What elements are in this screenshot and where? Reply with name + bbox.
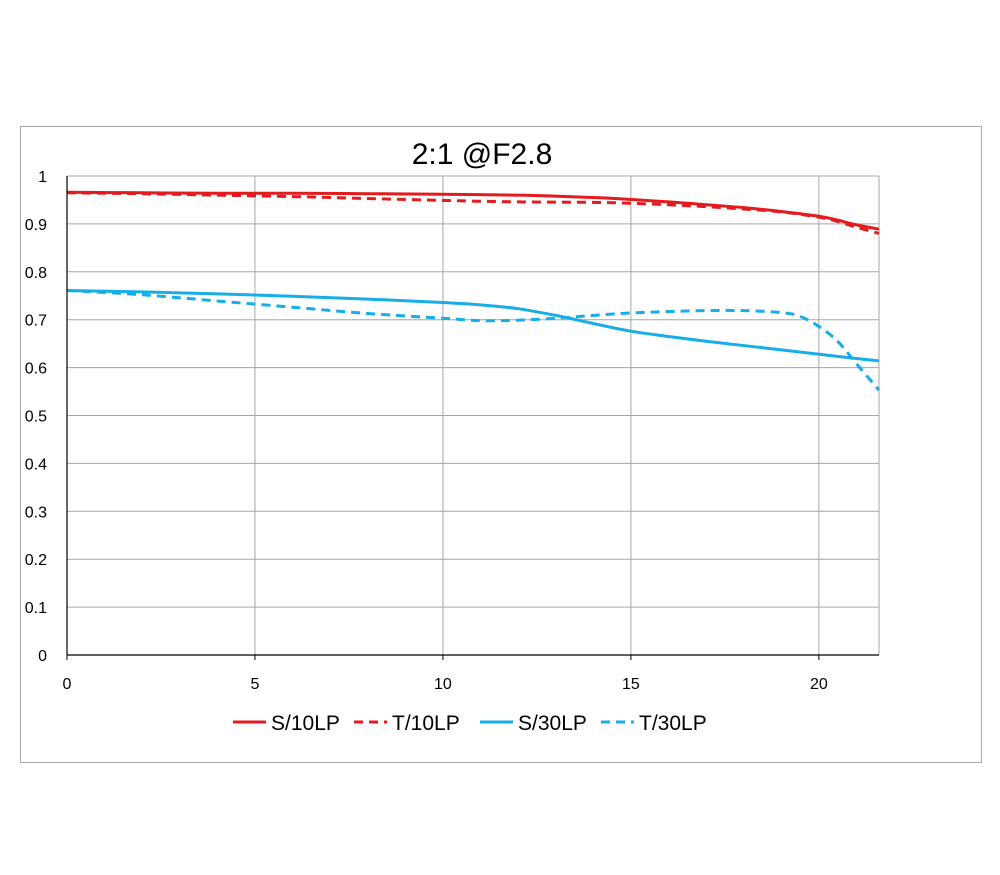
- x-tick-label: 15: [622, 676, 640, 693]
- chart-frame: [20, 126, 982, 763]
- y-tick-label: 0.7: [25, 313, 47, 330]
- chart-title: 2:1 @F2.8: [412, 138, 553, 171]
- axes: 00.10.20.30.40.50.60.70.80.910 5 10 15 20: [25, 169, 879, 693]
- legend: S/10LP T/10LP S/30LP T/30LP: [233, 712, 707, 735]
- x-tick-label: 20: [810, 676, 828, 693]
- y-tick-label: 0.9: [25, 217, 47, 234]
- series-line-s-30lp: [66, 288, 880, 363]
- x-tick-label: 10: [434, 676, 452, 693]
- grid: [66, 175, 880, 656]
- y-tick-label: 0.5: [25, 409, 47, 426]
- y-tick-label: 0.4: [25, 456, 47, 473]
- legend-label-t-10lp: T/10LP: [392, 712, 460, 735]
- y-tick-label: 0.8: [25, 265, 47, 282]
- y-tick-label: 1: [38, 169, 47, 186]
- y-tick-label: 0: [38, 648, 47, 665]
- y-tick-label: 0.6: [25, 361, 47, 378]
- x-tick-label: 0: [63, 676, 72, 693]
- legend-label-s-30lp: S/30LP: [518, 712, 587, 735]
- legend-label-t-30lp: T/30LP: [639, 712, 707, 735]
- y-tick-label: 0.1: [25, 600, 47, 617]
- series-line-t-30lp: [66, 288, 881, 392]
- legend-label-s-10lp: S/10LP: [271, 712, 340, 735]
- y-tick-label: 0.3: [25, 504, 47, 521]
- series-group: [66, 190, 881, 392]
- y-tick-label: 0.2: [25, 552, 47, 569]
- series-line-t-10lp: [66, 191, 880, 235]
- x-tick-label: 5: [251, 676, 260, 693]
